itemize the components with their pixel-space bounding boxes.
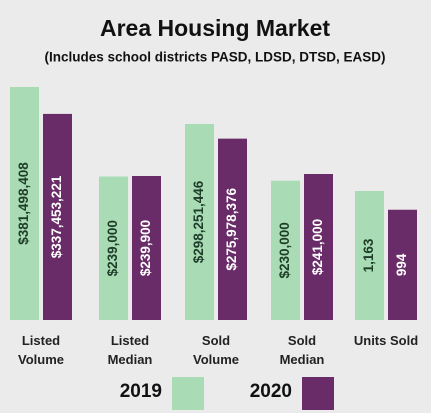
bar: [185, 124, 214, 320]
value-label: $239,000: [105, 220, 120, 276]
value-label: $381,498,408: [16, 162, 31, 245]
x-tick-label: Sold Median: [279, 333, 325, 367]
value-label: $241,000: [310, 219, 325, 275]
legend-label: 2019: [120, 381, 162, 402]
bar: [132, 176, 161, 320]
value-label: 1,163: [361, 238, 376, 272]
x-tick-label: Sold Volume: [193, 333, 239, 367]
bar: [218, 138, 247, 320]
value-label: $337,453,221: [49, 175, 64, 258]
value-label: 994: [394, 253, 409, 276]
x-tick-label: Units Sold: [353, 333, 419, 348]
legend-swatch: [302, 377, 334, 410]
value-label: $239,900: [138, 220, 153, 276]
x-tick-label: Listed Volume: [18, 333, 64, 367]
bar: [271, 180, 300, 320]
value-label: $230,000: [277, 222, 292, 278]
bar: [388, 209, 417, 320]
legend-label: 2020: [250, 381, 292, 402]
bar: [355, 191, 384, 320]
bar: [304, 174, 333, 320]
x-tick-label: Listed Median: [107, 333, 153, 367]
chart-subtitle: (Includes school districts PASD, LDSD, D…: [44, 50, 385, 65]
value-label: $275,978,376: [224, 188, 239, 271]
bar: [10, 87, 39, 320]
bar: [43, 113, 72, 321]
bar: [99, 176, 128, 320]
value-label: $298,251,446: [191, 180, 206, 263]
chart-title: Area Housing Market: [100, 15, 330, 41]
legend-swatch: [172, 377, 204, 410]
